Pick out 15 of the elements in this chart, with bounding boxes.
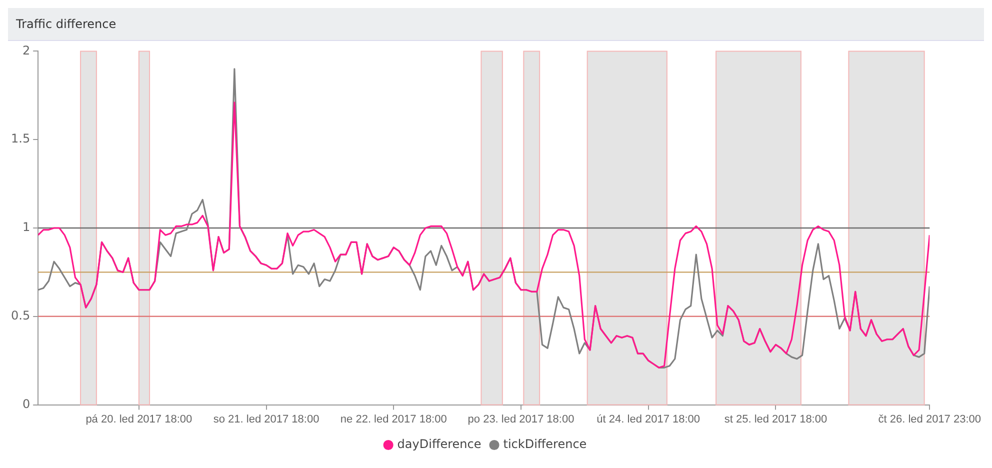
legend-label: tickDifference [503, 437, 587, 452]
x-tick-label: ne 22. led 2017 18:00 [340, 413, 447, 426]
y-tick-label: 1 [22, 220, 30, 234]
x-tick-label: so 21. led 2017 18:00 [213, 413, 320, 426]
y-tick-label: 0 [22, 396, 30, 411]
y-tick-label: 1.5 [10, 132, 30, 146]
x-tick-label: st 25. led 2017 18:00 [724, 413, 828, 426]
x-tick-label: čt 26. led 2017 23:00 [878, 413, 981, 426]
x-tick-label: pá 20. led 2017 18:00 [86, 413, 192, 426]
y-tick-label: 0.5 [10, 308, 30, 323]
y-tick-label: 2 [22, 43, 30, 58]
x-tick-label: út 24. led 2017 18:00 [596, 413, 700, 426]
x-tick-label: po 23. led 2017 18:00 [468, 413, 574, 426]
chart-title: Traffic difference [8, 8, 984, 41]
legend-label: dayDifference [397, 437, 482, 452]
